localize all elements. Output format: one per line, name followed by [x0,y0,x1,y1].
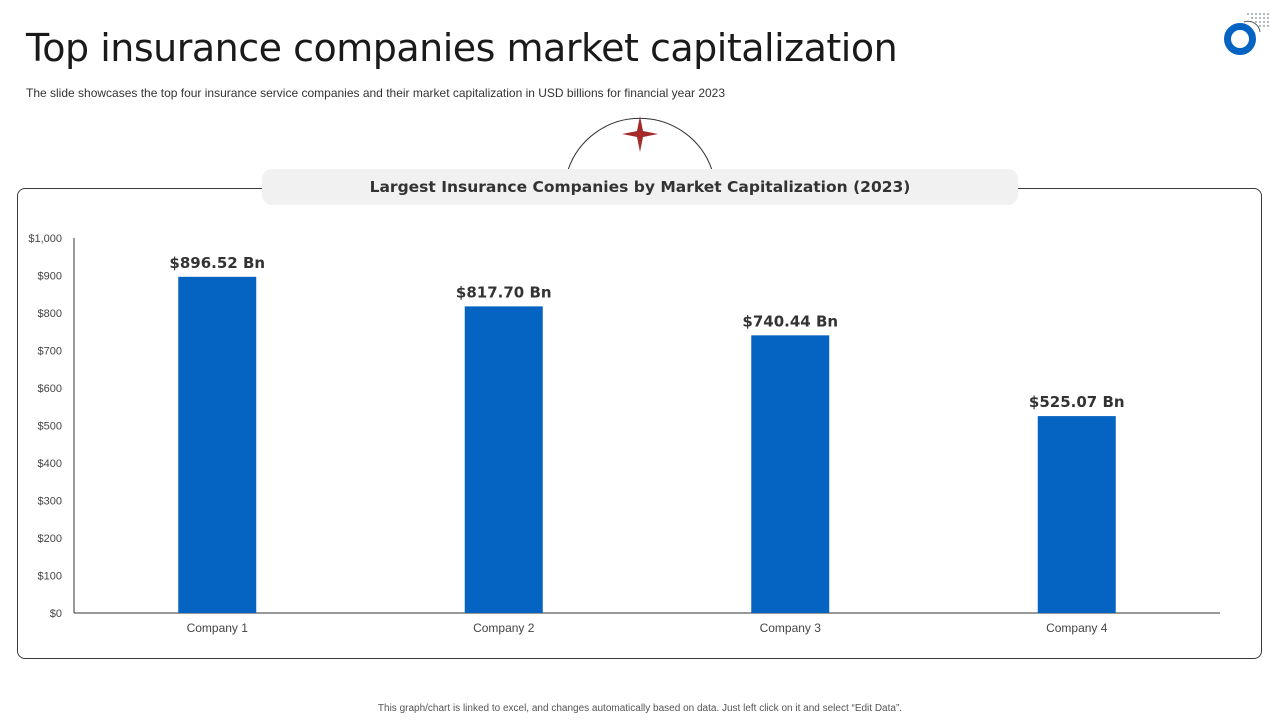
four-point-star-icon [567,116,713,171]
ring-logo-icon [1224,13,1269,55]
page-subtitle: The slide showcases the top four insuran… [26,86,726,100]
chart-frame [17,188,1262,659]
chart-title: Largest Insurance Companies by Market Ca… [262,169,1018,205]
footer-note: This graph/chart is linked to excel, and… [377,703,903,714]
logo-ring [1224,23,1256,55]
page-title: Top insurance companies market capitaliz… [26,26,898,70]
